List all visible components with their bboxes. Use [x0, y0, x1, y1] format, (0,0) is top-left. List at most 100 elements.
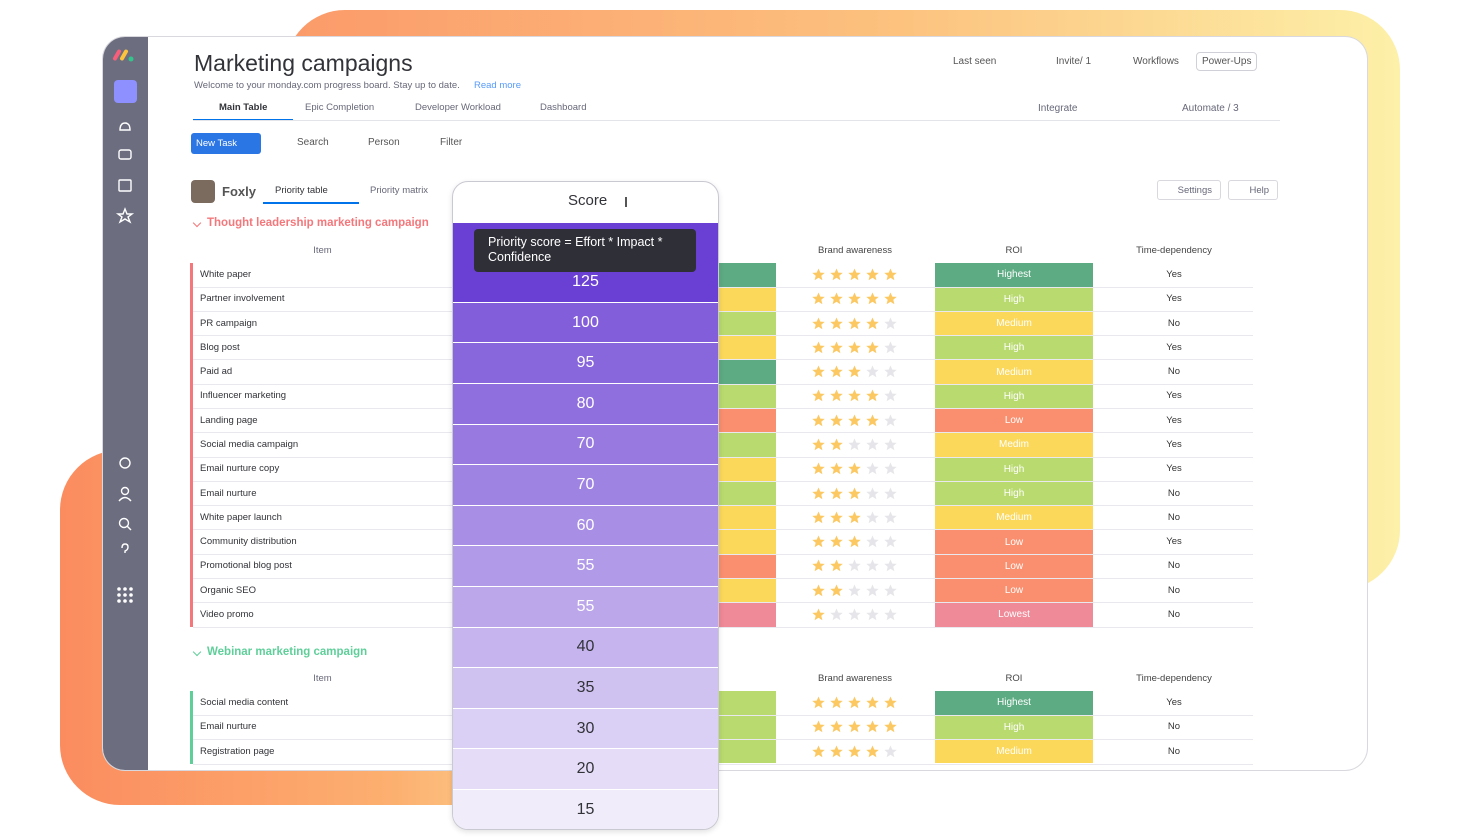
item-name: Blog post: [200, 341, 240, 353]
roi-cell: Medium: [935, 506, 1093, 530]
integration[interactable]: Automate / 3: [1182, 103, 1239, 114]
star: [884, 608, 897, 621]
row-line: [193, 626, 1253, 628]
star: [884, 268, 897, 281]
star: [812, 584, 825, 596]
time-cell: Yes: [1166, 414, 1182, 426]
row-line: [193, 286, 1253, 288]
star: [884, 487, 897, 499]
toolbar-item[interactable]: Person: [368, 137, 400, 148]
new-task-button[interactable]: New Task: [191, 133, 261, 154]
star: [884, 559, 897, 572]
star: [812, 341, 825, 354]
app-tab[interactable]: Priority table: [275, 185, 328, 196]
app-tab[interactable]: Priority matrix: [370, 185, 429, 196]
tab-divider: [193, 120, 1280, 121]
roi-cell: High: [935, 715, 1093, 740]
roi-cell: High: [935, 457, 1093, 481]
integration[interactable]: Integrate: [1038, 103, 1078, 114]
board-tab[interactable]: Developer Workload: [415, 102, 501, 113]
star: [866, 608, 879, 621]
row-line: [193, 714, 1253, 716]
status-cell: [717, 603, 776, 627]
app-tab-underline: [263, 202, 359, 204]
star: [848, 414, 861, 426]
toolbar-item[interactable]: Search: [297, 137, 329, 148]
group-chevron: [192, 218, 202, 228]
formula-tooltip: Priority score = Effort * Impact * Confi…: [474, 229, 696, 272]
row-line: [193, 456, 1253, 458]
score-cell: 55: [453, 546, 718, 586]
column-header: Item: [313, 673, 332, 684]
board-tab[interactable]: Dashboard: [540, 102, 587, 113]
star: [848, 511, 861, 523]
star: [866, 389, 879, 402]
group-title: Webinar marketing campaign: [207, 646, 368, 658]
board-tab[interactable]: Main Table: [219, 102, 268, 113]
star: [830, 745, 843, 757]
roi-cell: Highest: [935, 691, 1093, 715]
group-chevron: [192, 647, 202, 657]
toolbar-item[interactable]: Filter: [440, 137, 463, 148]
roi-cell: Medim: [935, 433, 1093, 457]
star: [812, 535, 825, 548]
row-line: [193, 359, 1253, 361]
time-cell: No: [1167, 745, 1181, 757]
star: [884, 462, 897, 475]
star: [830, 341, 843, 354]
status-cell: [717, 287, 776, 311]
star: [830, 584, 843, 596]
star: [866, 511, 879, 523]
score-cell: 95: [453, 343, 718, 383]
status-cell: [717, 691, 776, 715]
star: [812, 389, 825, 402]
status-cell: [717, 311, 776, 336]
star: [812, 487, 825, 499]
column-header: ROI: [1005, 245, 1023, 256]
item-name: Landing page: [200, 414, 258, 426]
score-card: Score 125 100 95 80 70 70 60 55 55 40 35 30 20 15 Prior…: [452, 181, 719, 830]
group-border: [190, 691, 193, 765]
header-action[interactable]: Invite/ 1: [1056, 56, 1092, 67]
roi-cell: High: [935, 287, 1093, 311]
app-icon: [191, 180, 215, 203]
header-action[interactable]: Workflows: [1133, 56, 1179, 67]
star: [884, 438, 897, 451]
row-line: [193, 602, 1253, 604]
item-name: Social media campaign: [200, 438, 299, 450]
time-cell: No: [1167, 487, 1181, 499]
star: [866, 584, 879, 596]
time-cell: Yes: [1166, 269, 1182, 280]
star-rating: [812, 365, 897, 378]
row-line: [193, 335, 1253, 337]
row-line: [193, 578, 1253, 579]
roi-cell: Highest: [935, 263, 1093, 287]
star: [884, 414, 897, 426]
item-name: Email nurture: [200, 721, 257, 733]
status-cell: [717, 530, 776, 554]
star: [884, 720, 897, 733]
status-cell: [717, 360, 776, 384]
star: [812, 608, 825, 621]
star: [830, 462, 843, 475]
app-button[interactable]: Help: [1228, 180, 1278, 200]
header-action[interactable]: Last seen: [953, 56, 997, 67]
row-line: [193, 383, 1253, 385]
column-header: ROI: [1005, 673, 1023, 684]
star: [848, 268, 861, 281]
read-more-link[interactable]: Read more: [474, 80, 521, 91]
board-title: Marketing campaigns: [194, 50, 413, 76]
status-cell: [717, 384, 776, 409]
score-cell: 80: [453, 384, 718, 424]
item-name: White paper: [200, 269, 252, 280]
header-action[interactable]: Power-Ups: [1196, 52, 1258, 71]
app-window: Marketing campaigns Welcome to your monda…: [103, 37, 1367, 770]
board-tab[interactable]: Epic Completion: [305, 102, 375, 113]
time-cell: No: [1167, 511, 1181, 523]
star: [866, 438, 879, 451]
star: [848, 720, 861, 733]
app-button[interactable]: Settings: [1157, 180, 1221, 200]
roi-cell: Low: [935, 579, 1093, 603]
star: [884, 535, 897, 548]
sort-arrow: [625, 197, 627, 207]
